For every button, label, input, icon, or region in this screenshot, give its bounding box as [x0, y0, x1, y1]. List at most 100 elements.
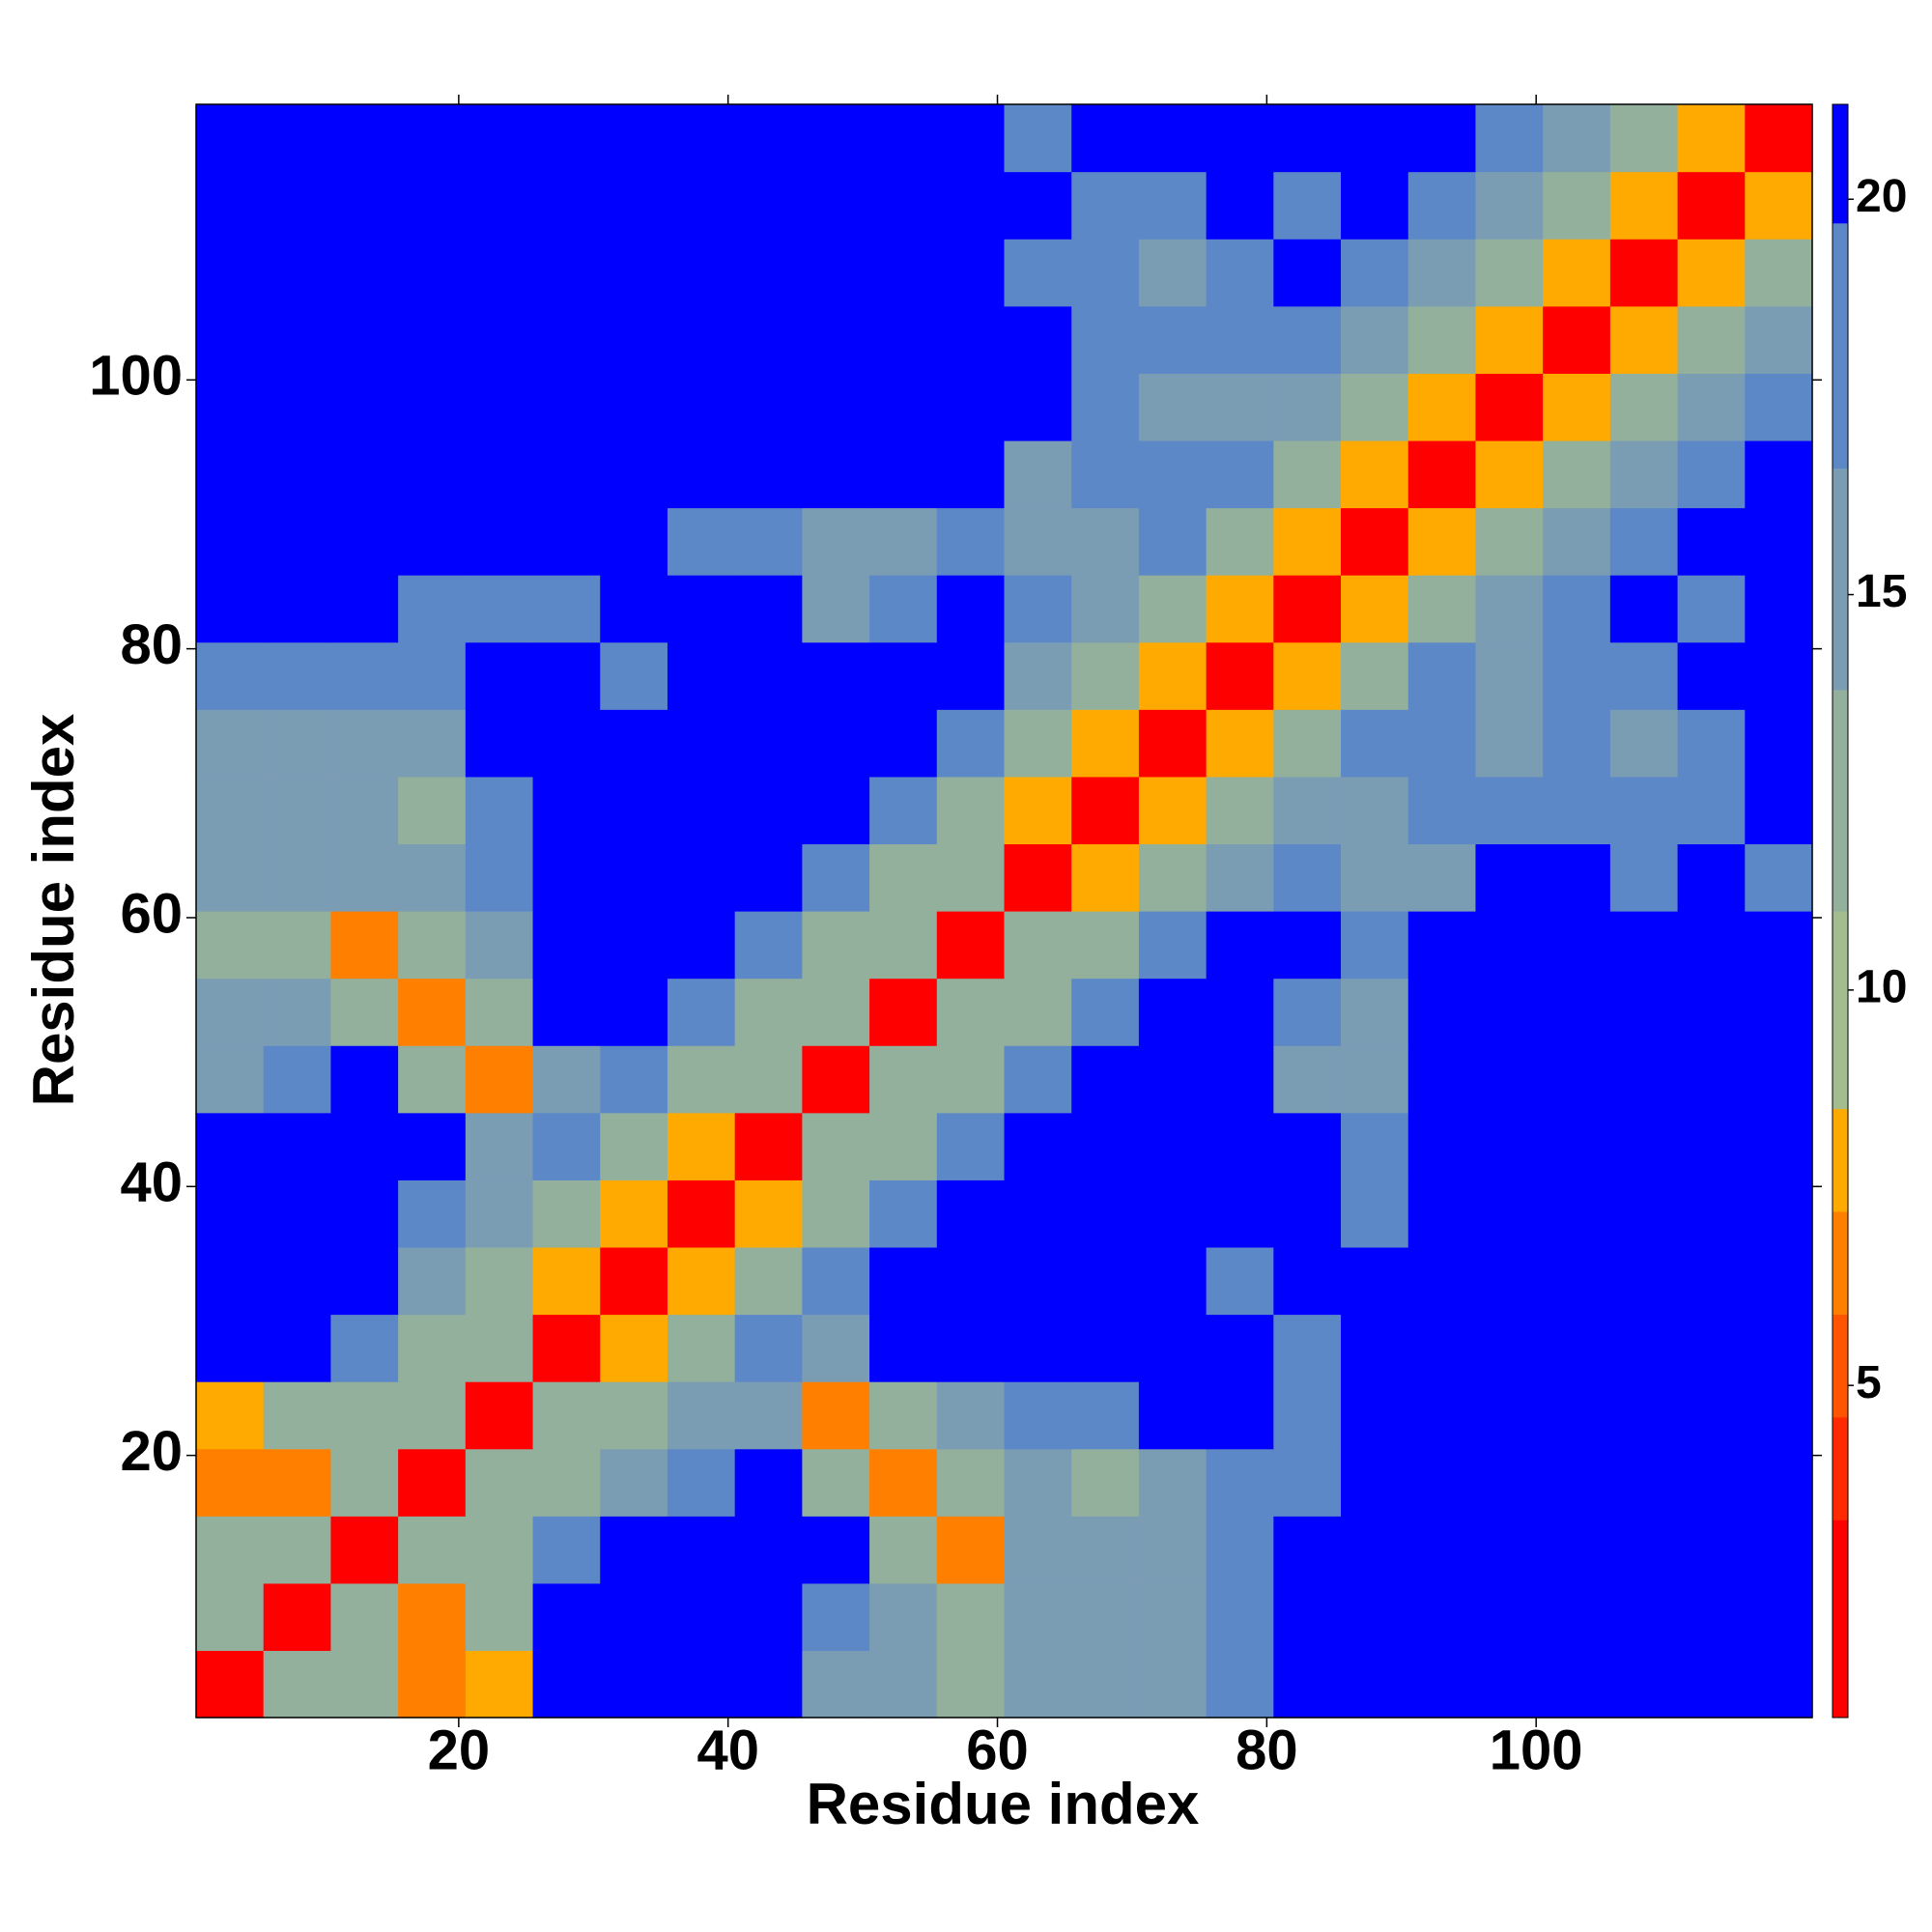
heatmap-cell	[1273, 911, 1342, 980]
colorbar-band	[1833, 689, 1848, 912]
heatmap-cell	[600, 507, 668, 576]
heatmap-cell	[1475, 104, 1544, 173]
heatmap-cell	[465, 440, 534, 509]
heatmap-cell	[196, 507, 265, 576]
heatmap-cell	[1677, 1650, 1746, 1719]
heatmap-cell	[734, 1179, 803, 1248]
heatmap-cell	[263, 1112, 332, 1180]
heatmap-cell	[465, 305, 534, 374]
heatmap-cell	[1206, 1314, 1274, 1382]
heatmap-cell	[1543, 1246, 1611, 1316]
heatmap-cell	[1341, 1516, 1409, 1584]
heatmap-cell	[734, 171, 803, 240]
heatmap-cell	[1004, 1448, 1072, 1517]
heatmap-cell	[1004, 1516, 1072, 1584]
heatmap-cell	[936, 1179, 1006, 1248]
heatmap-cell	[1004, 1582, 1072, 1652]
heatmap-cell	[263, 641, 332, 710]
heatmap-cell	[802, 171, 870, 240]
heatmap-cell	[1206, 1650, 1274, 1719]
heatmap-cell	[532, 373, 601, 441]
heatmap-cell	[465, 1582, 534, 1652]
heatmap-cell	[667, 843, 736, 912]
heatmap-cell	[465, 575, 534, 643]
heatmap-cell	[1745, 1582, 1813, 1652]
heatmap-cell	[263, 507, 332, 576]
heatmap-cell	[1475, 171, 1544, 240]
heatmap-cell	[532, 171, 601, 240]
heatmap-cell	[398, 575, 467, 643]
heatmap-cell	[802, 776, 870, 845]
heatmap-cell	[869, 641, 938, 710]
heatmap-cell	[869, 776, 938, 845]
heatmap-cell	[398, 440, 467, 509]
heatmap-cell	[1745, 1112, 1813, 1180]
heatmap-cell	[1407, 911, 1477, 980]
heatmap-cell	[330, 507, 399, 576]
heatmap-cell	[1206, 1112, 1274, 1180]
heatmap-cell	[196, 305, 265, 374]
colorbar-band	[1833, 1520, 1848, 1719]
heatmap-cell	[1475, 440, 1544, 509]
heatmap-cell	[802, 373, 870, 441]
heatmap-cell	[1677, 1045, 1746, 1114]
heatmap-cell	[398, 1246, 467, 1316]
heatmap-cell	[734, 575, 803, 643]
heatmap-cell	[1543, 911, 1611, 980]
heatmap-cell	[667, 171, 736, 240]
heatmap-cell	[532, 1045, 601, 1114]
heatmap-cell	[1745, 507, 1813, 576]
heatmap-cell	[1677, 1246, 1746, 1316]
heatmap-cell	[398, 1179, 467, 1248]
heatmap-cell	[1341, 709, 1409, 778]
heatmap-cell	[936, 575, 1006, 643]
heatmap-cell	[1206, 575, 1274, 643]
heatmap-cell	[1609, 1650, 1679, 1719]
heatmap-cell	[1273, 305, 1342, 374]
heatmap-cell	[1004, 978, 1072, 1046]
heatmap-cell	[330, 1381, 399, 1450]
heatmap-cell	[1543, 776, 1611, 845]
heatmap-cell	[1138, 1179, 1208, 1248]
heatmap-cell	[196, 911, 265, 980]
heatmap-cell	[263, 911, 332, 980]
heatmap-cell	[1341, 104, 1409, 173]
heatmap-cell	[734, 1045, 803, 1114]
heatmap-cell	[1475, 1246, 1544, 1316]
heatmap-cell	[869, 1582, 938, 1652]
heatmap-cell	[1609, 1179, 1679, 1248]
heatmap-cell	[802, 843, 870, 912]
colorbar-tick-label: 5	[1856, 1357, 1882, 1408]
heatmap-cell	[465, 709, 534, 778]
heatmap-cell	[196, 1179, 265, 1248]
heatmap-cell	[802, 709, 870, 778]
heatmap-cell	[1609, 641, 1679, 710]
colorbar-band	[1833, 104, 1848, 224]
heatmap-cell	[330, 239, 399, 307]
heatmap-cell	[1273, 373, 1342, 441]
heatmap-cell	[869, 1650, 938, 1719]
heatmap-cell	[869, 104, 938, 173]
heatmap-cell	[263, 305, 332, 374]
heatmap-cell	[1609, 104, 1679, 173]
heatmap-cell	[1677, 1179, 1746, 1248]
heatmap-cell	[936, 1381, 1006, 1450]
heatmap-cell	[869, 911, 938, 980]
heatmap-cell	[330, 440, 399, 509]
heatmap-cell	[1677, 978, 1746, 1046]
heatmap-cell	[802, 239, 870, 307]
heatmap-cell	[1407, 1650, 1477, 1719]
heatmap-cell	[532, 305, 601, 374]
heatmap-cell	[1138, 1650, 1208, 1719]
heatmap-cell	[600, 1314, 668, 1382]
heatmap-cell	[1745, 373, 1813, 441]
heatmap-cell	[1407, 575, 1477, 643]
heatmap-cell	[1138, 978, 1208, 1046]
heatmap-cell	[1543, 709, 1611, 778]
heatmap-cell	[196, 1448, 265, 1517]
heatmap-cell	[465, 171, 534, 240]
heatmap-cell	[196, 1582, 265, 1652]
heatmap-cell	[1475, 1516, 1544, 1584]
heatmap-cell	[1407, 171, 1477, 240]
heatmap-cell	[1543, 440, 1611, 509]
